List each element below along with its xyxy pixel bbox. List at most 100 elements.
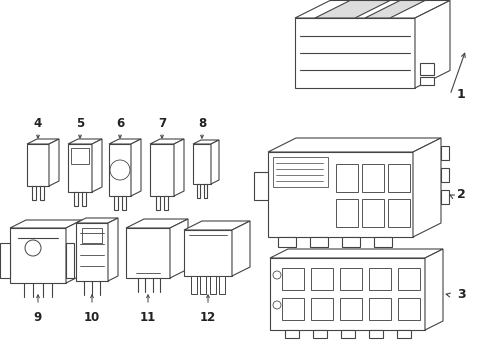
Bar xyxy=(361,199,383,227)
Bar xyxy=(197,184,200,198)
Bar xyxy=(419,63,433,75)
Text: 3: 3 xyxy=(456,288,465,302)
Bar xyxy=(32,186,36,200)
Polygon shape xyxy=(210,140,219,184)
Polygon shape xyxy=(424,249,442,330)
Polygon shape xyxy=(267,152,412,237)
Bar xyxy=(419,77,433,85)
Bar xyxy=(122,196,126,210)
Text: 12: 12 xyxy=(200,311,216,324)
Polygon shape xyxy=(414,0,449,88)
Bar xyxy=(40,186,44,200)
Bar xyxy=(310,268,332,290)
Polygon shape xyxy=(364,0,424,18)
Bar xyxy=(440,146,448,160)
Bar xyxy=(335,164,357,192)
Bar xyxy=(114,196,118,210)
Polygon shape xyxy=(109,144,131,196)
Polygon shape xyxy=(314,0,389,18)
Polygon shape xyxy=(267,138,440,152)
Text: 4: 4 xyxy=(34,117,42,130)
Polygon shape xyxy=(49,139,59,186)
Text: 9: 9 xyxy=(34,311,42,324)
Polygon shape xyxy=(10,228,66,283)
Polygon shape xyxy=(92,139,102,192)
Polygon shape xyxy=(170,219,187,278)
Bar xyxy=(368,298,390,320)
Bar xyxy=(397,298,419,320)
Bar xyxy=(156,196,160,210)
Bar xyxy=(396,330,410,338)
Bar xyxy=(272,157,327,187)
Bar xyxy=(310,298,332,320)
Bar xyxy=(74,192,78,206)
Bar xyxy=(82,228,102,243)
Bar xyxy=(163,196,168,210)
Polygon shape xyxy=(66,220,82,283)
Polygon shape xyxy=(269,249,442,258)
Polygon shape xyxy=(68,144,92,192)
Bar xyxy=(309,237,327,247)
Polygon shape xyxy=(150,144,174,196)
Bar xyxy=(209,276,216,294)
Polygon shape xyxy=(183,221,249,230)
Bar xyxy=(368,330,382,338)
Bar xyxy=(361,164,383,192)
Polygon shape xyxy=(193,144,210,184)
Bar xyxy=(71,148,89,164)
Text: 11: 11 xyxy=(140,311,156,324)
Polygon shape xyxy=(183,230,231,276)
Bar xyxy=(219,276,224,294)
Polygon shape xyxy=(27,139,59,144)
Polygon shape xyxy=(131,139,141,196)
Polygon shape xyxy=(0,243,10,278)
Bar xyxy=(341,237,359,247)
Polygon shape xyxy=(193,140,219,144)
Polygon shape xyxy=(66,243,74,278)
Polygon shape xyxy=(108,218,118,281)
Bar xyxy=(312,330,326,338)
Polygon shape xyxy=(269,258,424,330)
Bar xyxy=(200,276,205,294)
Polygon shape xyxy=(294,0,449,18)
Bar xyxy=(82,192,86,206)
Polygon shape xyxy=(174,139,183,196)
Bar xyxy=(387,199,409,227)
Bar xyxy=(282,298,304,320)
Text: 2: 2 xyxy=(456,189,465,202)
Polygon shape xyxy=(109,139,141,144)
Bar xyxy=(335,199,357,227)
Bar xyxy=(282,268,304,290)
Polygon shape xyxy=(231,221,249,276)
Bar xyxy=(203,184,206,198)
Text: 6: 6 xyxy=(116,117,124,130)
Bar xyxy=(340,330,354,338)
Polygon shape xyxy=(126,219,187,228)
Polygon shape xyxy=(68,139,102,144)
Text: 1: 1 xyxy=(456,89,465,102)
Polygon shape xyxy=(76,223,108,281)
Polygon shape xyxy=(150,139,183,144)
Bar xyxy=(368,268,390,290)
Bar xyxy=(397,268,419,290)
Bar xyxy=(440,190,448,204)
Polygon shape xyxy=(412,138,440,237)
Polygon shape xyxy=(27,144,49,186)
Text: 8: 8 xyxy=(198,117,206,130)
Polygon shape xyxy=(294,18,414,88)
Polygon shape xyxy=(76,218,118,223)
Bar xyxy=(339,268,361,290)
Bar xyxy=(191,276,197,294)
Polygon shape xyxy=(126,228,170,278)
Text: 7: 7 xyxy=(158,117,166,130)
Text: 5: 5 xyxy=(76,117,84,130)
Text: 10: 10 xyxy=(84,311,100,324)
Polygon shape xyxy=(10,220,82,228)
Bar xyxy=(440,168,448,182)
Bar xyxy=(253,172,267,200)
Bar xyxy=(285,330,298,338)
Bar xyxy=(339,298,361,320)
Bar xyxy=(387,164,409,192)
Bar xyxy=(278,237,295,247)
Bar xyxy=(373,237,391,247)
